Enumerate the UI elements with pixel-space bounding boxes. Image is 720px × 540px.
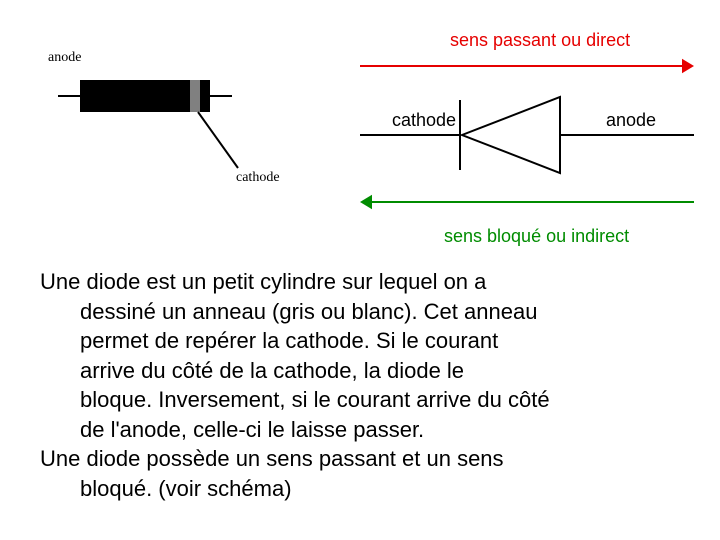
text-line: bloqué. (voir schéma) <box>80 476 292 501</box>
text-line: arrive du côté de la cathode, la diode l… <box>80 358 464 383</box>
description-paragraph: Une diode est un petit cylindre sur lequ… <box>40 268 680 504</box>
symbol-cathode-label: cathode <box>392 110 456 131</box>
text-line: Une diode est un petit cylindre sur lequ… <box>40 269 486 294</box>
blocked-direction-label: sens bloqué ou indirect <box>444 226 629 247</box>
text-line: de l'anode, celle-ci le laisse passer. <box>80 417 424 442</box>
page-canvas: anode cathode sens passant ou direct cat… <box>0 0 720 540</box>
text-line: dessiné un anneau (gris ou blanc). Cet a… <box>80 299 537 324</box>
text-line: permet de repérer la cathode. Si le cour… <box>80 328 498 353</box>
text-line: Une diode possède un sens passant et un … <box>40 446 504 471</box>
text-line: bloque. Inversement, si le courant arriv… <box>80 387 550 412</box>
symbol-anode-label: anode <box>606 110 656 131</box>
